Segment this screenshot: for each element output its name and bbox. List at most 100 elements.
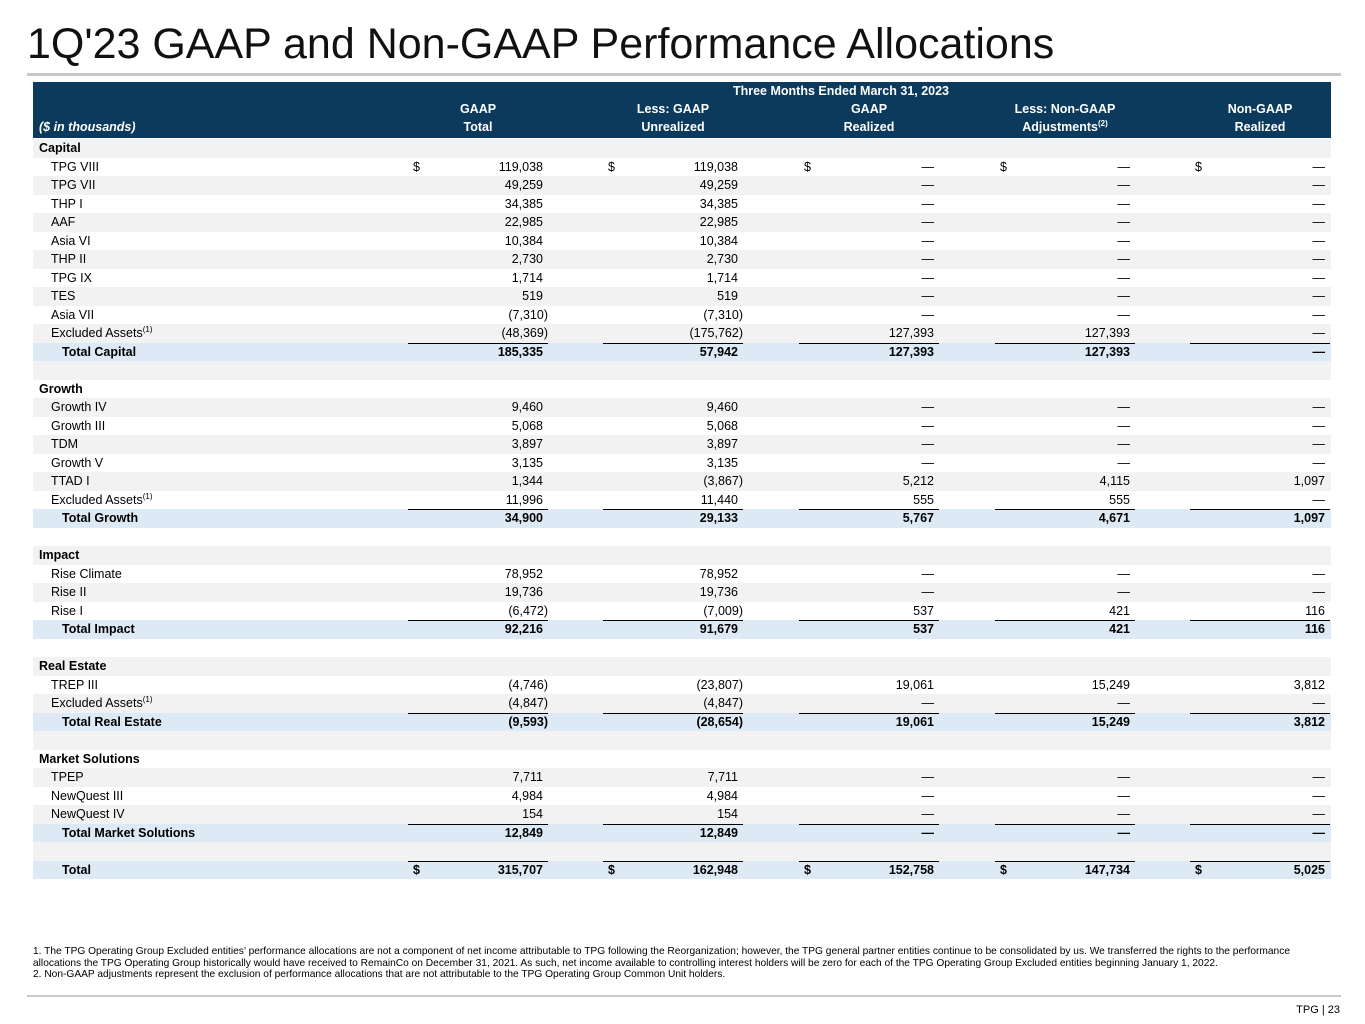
rule (27, 995, 1341, 997)
row-label: TTAD I (51, 474, 90, 488)
value: — (1312, 788, 1326, 803)
value: (6,472) (508, 603, 548, 618)
value: — (921, 270, 935, 285)
value: — (921, 437, 935, 451)
value: — (1312, 825, 1326, 840)
value: 34,900 (504, 511, 543, 525)
underline (1190, 823, 1330, 825)
row-label: Growth III (51, 418, 106, 433)
row-label: NewQuest IV (51, 807, 125, 821)
section-label: Growth (39, 381, 83, 396)
row (33, 546, 1331, 565)
row (33, 379, 1331, 398)
footnotes: 1. The TPG Operating Group Excluded enti… (33, 946, 1338, 981)
value: — (1117, 455, 1131, 470)
page-number: TPG | 23 (1296, 1004, 1340, 1016)
row (33, 361, 1331, 380)
row-label: Asia VII (51, 307, 95, 322)
value: 5,212 (902, 474, 934, 488)
value: — (921, 418, 935, 433)
row-label: NewQuest III (51, 788, 124, 803)
value: — (1312, 233, 1326, 248)
value: — (1117, 159, 1131, 174)
value: (4,847) (703, 696, 743, 710)
value: 5,068 (511, 418, 543, 433)
value: 152,758 (888, 862, 934, 877)
underline (995, 823, 1135, 825)
underline (408, 860, 548, 862)
row (33, 712, 1331, 731)
value: 519 (522, 289, 543, 303)
row-label: Total Growth (62, 511, 139, 525)
rule (27, 73, 1341, 76)
value: 19,736 (699, 585, 738, 599)
value: 22,985 (699, 215, 738, 229)
value: — (1117, 196, 1131, 211)
value: 11,440 (700, 492, 738, 507)
value: — (1312, 196, 1326, 211)
currency: $ (1195, 862, 1202, 877)
value: 5,767 (902, 511, 934, 525)
value: 555 (913, 492, 934, 507)
value: 15,249 (1091, 714, 1130, 729)
value: 421 (1109, 603, 1130, 618)
underline (799, 712, 939, 714)
underline (1190, 342, 1330, 344)
row (33, 657, 1331, 676)
value: 92,216 (504, 622, 543, 636)
row (33, 675, 1331, 694)
underline (408, 712, 548, 714)
row (33, 749, 1331, 768)
value: 2,730 (511, 252, 543, 266)
value: 127,393 (888, 344, 934, 359)
value: — (1117, 825, 1131, 840)
value: — (1117, 270, 1131, 285)
value: 9,460 (706, 400, 738, 414)
value: 12,849 (504, 825, 543, 840)
value: (4,847) (508, 696, 548, 710)
value: — (1312, 270, 1326, 285)
value: — (1117, 400, 1131, 414)
row (33, 194, 1331, 213)
value: — (1117, 307, 1131, 322)
value: 7,711 (512, 770, 543, 784)
value: (28,654) (696, 714, 743, 729)
value: 4,115 (1099, 474, 1130, 488)
period: Three Months Ended March 31, 2023 (732, 84, 950, 98)
value: 29,133 (699, 511, 738, 525)
value: — (1312, 159, 1326, 174)
underline (603, 342, 743, 344)
row-label: TDM (51, 437, 79, 451)
row (33, 638, 1331, 657)
underline (1190, 509, 1330, 510)
row (33, 694, 1331, 713)
value: — (921, 159, 935, 174)
value: — (1312, 696, 1326, 710)
underline (799, 860, 939, 862)
underline (799, 342, 939, 344)
value: 421 (1109, 622, 1130, 636)
value: 34,385 (699, 196, 738, 211)
underline (603, 620, 743, 621)
underline (995, 342, 1135, 344)
value: 1,097 (1293, 474, 1325, 488)
value: 78,952 (699, 566, 738, 581)
row-label: Total Real Estate (62, 714, 162, 729)
value: 154 (717, 807, 738, 821)
value: — (1312, 215, 1326, 229)
row-label: THP I (51, 196, 83, 211)
value: — (1312, 289, 1326, 303)
note: (1) (142, 324, 153, 334)
value: 10,384 (699, 233, 738, 248)
table-header: Three Months Ended March 31, 2023 ($ in t… (33, 82, 1331, 138)
value: — (921, 566, 935, 581)
underline (995, 712, 1135, 714)
value: 10,384 (504, 233, 543, 248)
currency: $ (608, 159, 615, 174)
value: 185,335 (497, 344, 543, 359)
currency: $ (804, 862, 811, 877)
value: 4,984 (511, 788, 543, 803)
underline (408, 823, 548, 825)
row (33, 805, 1331, 824)
underline (799, 620, 939, 621)
